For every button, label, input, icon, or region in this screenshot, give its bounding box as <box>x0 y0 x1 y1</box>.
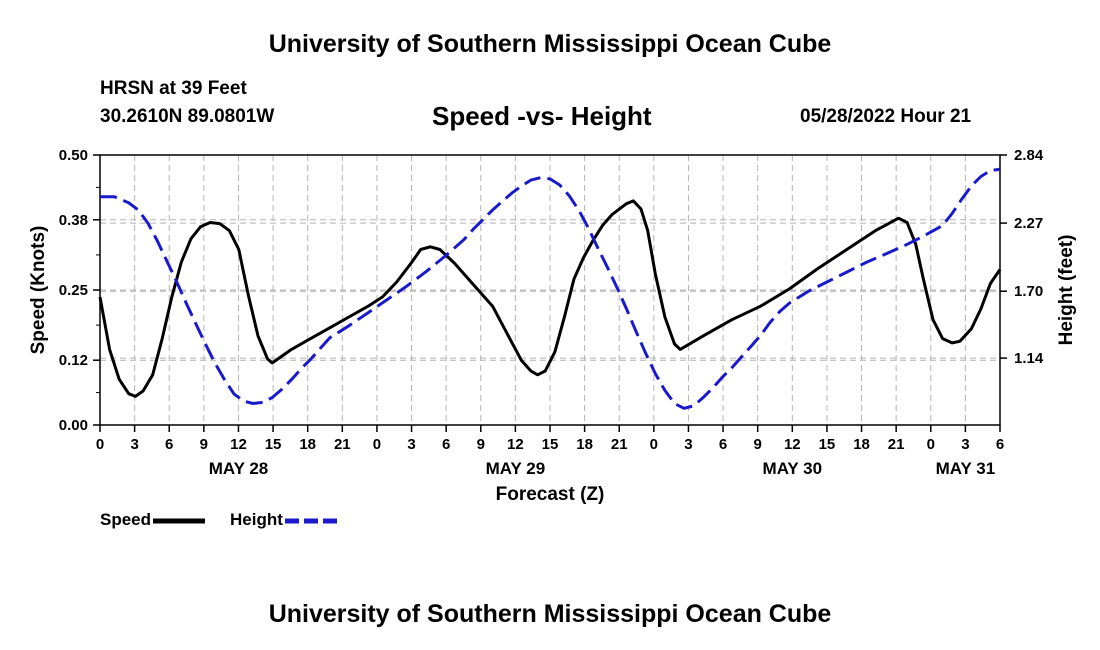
y2-tick-label-2: 2.27 <box>1014 215 1043 232</box>
x-tick-label-9: 3 <box>407 436 415 453</box>
x-tick-label-21: 15 <box>819 436 836 453</box>
y-tick-label-0: 0.00 <box>59 417 88 434</box>
x-tick-label-24: 0 <box>927 436 935 453</box>
x-tick-label-0: 0 <box>96 436 104 453</box>
x-tick-label-14: 18 <box>576 436 593 453</box>
x-tick-label-3: 9 <box>200 436 208 453</box>
x-tick-label-20: 12 <box>784 436 801 453</box>
series-line-height <box>100 167 1001 410</box>
x-tick-label-5: 15 <box>265 436 282 453</box>
y2-axis-label: Height (feet) <box>1056 235 1077 346</box>
station-label: HRSN at 39 Feet <box>100 78 247 99</box>
y-tick-label-3: 0.38 <box>59 212 88 229</box>
x-tick-label-26: 6 <box>996 436 1004 453</box>
speed-height-chart: 0 3 6 9 12 15 18 21 0 3 6 9 12 15 18 21 0 3 6 9 12 15 18 21 0 3 6M… <box>28 147 1077 505</box>
y-axis-label: Speed (Knots) <box>28 226 49 355</box>
x-tick-label-12: 12 <box>507 436 524 453</box>
y2-tick-label-3: 2.84 <box>1014 147 1044 164</box>
footer-title: University of Southern Mississippi Ocean… <box>268 600 832 628</box>
x-tick-label-8: 0 <box>373 436 381 453</box>
day-label-1: MAY 29 <box>486 459 546 478</box>
x-tick-label-13: 15 <box>542 436 559 453</box>
day-label-0: MAY 28 <box>209 459 269 478</box>
x-tick-label-16: 0 <box>650 436 658 453</box>
x-tick-label-11: 9 <box>477 436 485 453</box>
x-tick-label-22: 18 <box>853 436 870 453</box>
day-label-3: MAY 31 <box>936 459 996 478</box>
chart-title: Speed -vs- Height <box>432 101 652 131</box>
station-coordinates: 30.2610N 89.0801W <box>100 106 275 127</box>
y2-tick-label-1: 1.70 <box>1014 283 1043 300</box>
day-label-2: MAY 30 <box>763 459 823 478</box>
legend-item-speed: Speed <box>100 510 207 530</box>
legend-label-speed: Speed <box>100 510 152 529</box>
x-tick-label-23: 21 <box>888 436 905 453</box>
x-tick-label-15: 21 <box>611 436 628 453</box>
forecast-datetime: 05/28/2022 Hour 21 <box>800 106 972 127</box>
y-tick-label-1: 0.12 <box>59 352 88 369</box>
page-title: University of Southern Mississippi Ocean… <box>268 30 832 58</box>
x-tick-label-7: 21 <box>334 436 351 453</box>
x-tick-label-2: 6 <box>165 436 173 453</box>
y-tick-label-4: 0.50 <box>59 147 88 164</box>
x-axis-label: Forecast (Z) <box>496 484 605 505</box>
legend-swatch-speed <box>153 518 206 524</box>
y2-tick-label-0: 1.14 <box>1014 350 1044 367</box>
legend-label-height: Height <box>230 510 283 529</box>
legend-item-height: Height <box>230 510 339 530</box>
x-tick-label-10: 6 <box>442 436 450 453</box>
x-tick-label-17: 3 <box>684 436 692 453</box>
legend-swatch-height <box>284 518 337 524</box>
y-tick-label-2: 0.25 <box>59 282 88 299</box>
x-tick-label-18: 6 <box>719 436 727 453</box>
x-tick-label-6: 18 <box>299 436 316 453</box>
x-tick-label-1: 3 <box>130 436 138 453</box>
x-tick-label-4: 12 <box>230 436 247 453</box>
x-tick-label-19: 9 <box>754 436 762 453</box>
x-tick-label-25: 3 <box>961 436 969 453</box>
series-line-speed <box>98 199 1002 398</box>
